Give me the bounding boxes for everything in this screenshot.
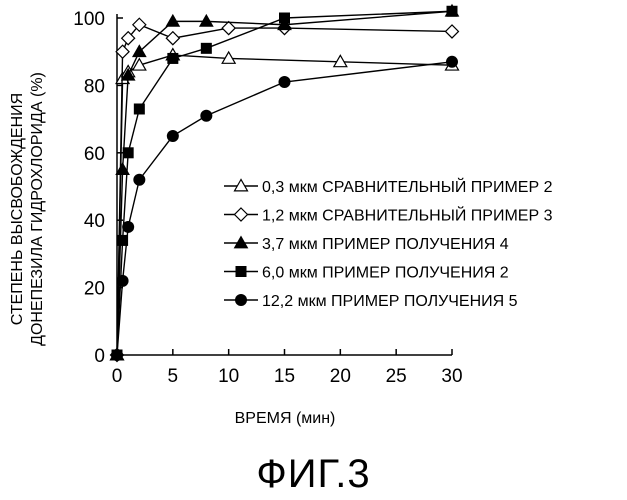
data-point bbox=[117, 275, 129, 287]
data-point bbox=[134, 103, 145, 114]
legend-label: 0,3 мкм СРАВНИТЕЛЬНЫЙ ПРИМЕР 2 bbox=[262, 177, 553, 196]
y-tick-label: 0 bbox=[94, 346, 105, 367]
axes: 0 20 40 60 80 100 0 5 10 15 20 25 30 bbox=[73, 9, 462, 387]
chart: 0 20 40 60 80 100 0 5 10 15 20 25 30 0,3 мкм СРАВНИТ… bbox=[0, 0, 627, 450]
series-1 bbox=[111, 49, 459, 360]
y-axis-label-line-2: ДОНЕПЕЗИЛА ГИДРОХЛОРИДА (%) bbox=[29, 72, 46, 346]
y-tick-label: 40 bbox=[84, 211, 105, 232]
x-axis-label: ВРЕМЯ (мин) bbox=[100, 410, 470, 428]
y-tick-label: 20 bbox=[84, 279, 105, 300]
data-point bbox=[446, 56, 458, 68]
y-axis-label-line-1: СТЕПЕНЬ ВЫСВОБОЖДЕНИЯ bbox=[9, 93, 26, 325]
figure-caption: ФИГ.3 bbox=[0, 452, 627, 497]
data-point bbox=[167, 130, 179, 142]
data-point bbox=[167, 53, 178, 64]
legend-marker bbox=[235, 294, 247, 306]
y-tick-label: 100 bbox=[73, 9, 105, 30]
x-tick-label: 0 bbox=[112, 366, 123, 387]
data-point bbox=[201, 43, 212, 54]
x-tick-label: 10 bbox=[218, 366, 239, 387]
legend-marker bbox=[236, 266, 247, 277]
legend-item: 1,2 мкм СРАВНИТЕЛЬНЫЙ ПРИМЕР 3 bbox=[224, 206, 553, 225]
data-point bbox=[446, 25, 459, 38]
legend-marker bbox=[235, 237, 248, 248]
data-point bbox=[123, 147, 134, 158]
data-point bbox=[166, 15, 179, 26]
legend-label: 12,2 мкм ПРИМЕР ПОЛУЧЕНИЯ 5 bbox=[262, 293, 518, 310]
legend-label: 3,7 мкм ПРИМЕР ПОЛУЧЕНИЯ 4 bbox=[262, 236, 509, 253]
legend-marker bbox=[235, 208, 248, 221]
x-tick-label: 25 bbox=[386, 366, 407, 387]
x-tick-label: 15 bbox=[274, 366, 295, 387]
legend-item: 0,3 мкм СРАВНИТЕЛЬНЫЙ ПРИМЕР 2 bbox=[224, 177, 553, 196]
data-point bbox=[279, 13, 290, 24]
legend-item: 12,2 мкм ПРИМЕР ПОЛУЧЕНИЯ 5 bbox=[224, 293, 518, 310]
data-point bbox=[447, 6, 458, 17]
data-point bbox=[279, 76, 291, 88]
x-tick-label: 20 bbox=[330, 366, 351, 387]
data-point bbox=[116, 45, 129, 58]
x-tick-label: 30 bbox=[441, 366, 462, 387]
data-point bbox=[166, 32, 179, 45]
legend-label: 1,2 мкм СРАВНИТЕЛЬНЫЙ ПРИМЕР 3 bbox=[262, 206, 553, 225]
data-point bbox=[122, 221, 134, 233]
legend-label: 6,0 мкм ПРИМЕР ПОЛУЧЕНИЯ 2 bbox=[262, 265, 509, 282]
series-line bbox=[117, 55, 452, 355]
y-tick-label: 80 bbox=[84, 76, 105, 97]
data-point bbox=[222, 22, 235, 35]
data-point bbox=[133, 174, 145, 186]
data-point bbox=[111, 349, 123, 361]
x-tick-label: 5 bbox=[168, 366, 179, 387]
legend-item: 3,7 мкм ПРИМЕР ПОЛУЧЕНИЯ 4 bbox=[224, 236, 509, 253]
y-tick-label: 60 bbox=[84, 144, 105, 165]
legend: 0,3 мкм СРАВНИТЕЛЬНЫЙ ПРИМЕР 2 1,2 мкм СР… bbox=[224, 177, 553, 310]
data-point bbox=[200, 15, 213, 26]
legend-item: 6,0 мкм ПРИМЕР ПОЛУЧЕНИЯ 2 bbox=[224, 265, 509, 282]
data-point bbox=[200, 110, 212, 122]
legend-marker bbox=[235, 180, 248, 191]
